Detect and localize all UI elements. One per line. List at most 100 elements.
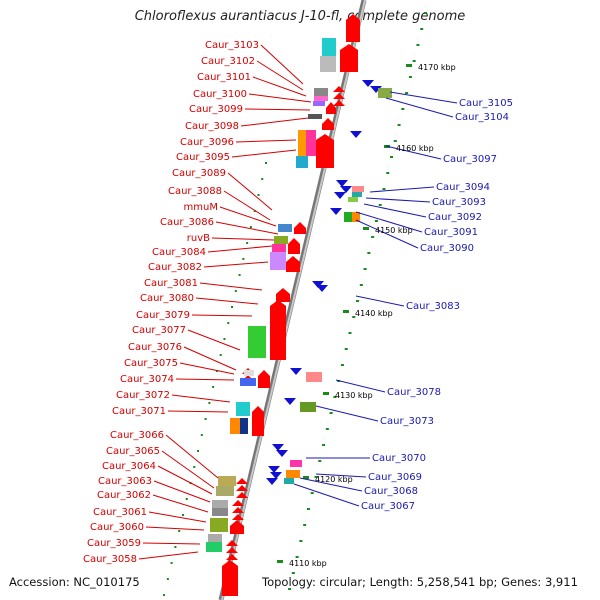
label-leader-line: [199, 282, 263, 291]
label-leader-line: [365, 197, 431, 203]
reverse-gene-label[interactable]: Caur_3083: [406, 301, 460, 312]
forward-gene-label[interactable]: Caur_3082: [148, 262, 202, 273]
label-leader-line: [175, 378, 235, 381]
forward-gene-label[interactable]: Caur_3074: [120, 374, 174, 385]
forward-gene-label[interactable]: Caur_3086: [160, 217, 214, 228]
forward-gene-label[interactable]: Caur_3080: [140, 293, 194, 304]
scale-tick: [378, 204, 382, 206]
kbp-tick: [343, 310, 349, 313]
forward-gene-chevron: [333, 93, 345, 99]
forward-gene-label[interactable]: Caur_3098: [185, 121, 239, 132]
forward-gene-arrow: [294, 222, 306, 234]
reverse-gene-label[interactable]: Caur_3073: [380, 416, 434, 427]
reverse-gene-label[interactable]: Caur_3068: [364, 486, 418, 497]
reverse-gene-label[interactable]: Caur_3105: [459, 98, 513, 109]
forward-gene-label[interactable]: Caur_3062: [97, 490, 151, 501]
forward-gene-label[interactable]: Caur_3071: [112, 406, 166, 417]
reverse-gene-label[interactable]: Caur_3067: [361, 501, 415, 512]
forward-gene-chevron: [226, 554, 238, 560]
forward-gene-label[interactable]: Caur_3089: [172, 168, 226, 179]
scale-tick: [242, 258, 245, 260]
forward-gene-label[interactable]: Caur_3060: [90, 522, 144, 533]
forward-gene-arrow: [252, 406, 264, 436]
kbp-tick: [303, 476, 309, 479]
kbp-label: 4170 kbp: [418, 63, 456, 72]
forward-gene-label[interactable]: Caur_3079: [136, 310, 190, 321]
forward-gene-label[interactable]: ruvB: [187, 233, 210, 244]
reverse-gene-label[interactable]: Caur_3094: [436, 182, 490, 193]
scale-tick: [408, 76, 412, 78]
scale-tick: [310, 492, 314, 494]
forward-gene-arrow: [230, 520, 244, 534]
scale-tick: [333, 396, 337, 398]
forward-gene-label[interactable]: Caur_3077: [132, 325, 186, 336]
reverse-gene-label[interactable]: Caur_3092: [428, 212, 482, 223]
forward-gene-arrow: [222, 560, 238, 596]
label-leader-line: [385, 145, 442, 160]
scale-tick: [223, 338, 226, 340]
forward-gene-label[interactable]: Caur_3095: [176, 152, 230, 163]
reverse-gene-label[interactable]: Caur_3078: [387, 387, 441, 398]
forward-gene-label[interactable]: Caur_3101: [197, 72, 251, 83]
scale-tick: [197, 450, 200, 452]
reverse-gene-label[interactable]: Caur_3104: [455, 112, 509, 123]
reverse-gene-label[interactable]: Caur_3097: [443, 154, 497, 165]
label-leader-line: [152, 494, 209, 513]
genome-summary-text: Topology: circular; Length: 5,258,541 bp…: [262, 575, 578, 589]
scale-tick: [382, 188, 386, 190]
label-leader-line: [252, 76, 307, 97]
forward-gene-label[interactable]: Caur_3075: [124, 358, 178, 369]
label-leader-line: [389, 91, 458, 104]
reverse-gene-label[interactable]: Caur_3069: [368, 472, 422, 483]
domain-block: [270, 252, 286, 270]
scale-tick: [416, 44, 420, 46]
reverse-gene-arrow: [268, 466, 280, 473]
domain-block: [244, 370, 254, 376]
forward-gene-label[interactable]: Caur_3100: [193, 89, 247, 100]
forward-gene-label[interactable]: Caur_3066: [110, 430, 164, 441]
forward-gene-chevron: [232, 500, 244, 506]
reverse-gene-arrow: [316, 285, 328, 292]
scale-tick: [178, 530, 181, 532]
forward-gene-label[interactable]: Caur_3072: [116, 390, 170, 401]
reverse-gene-arrow: [336, 180, 348, 187]
forward-gene-label[interactable]: Caur_3102: [201, 56, 255, 67]
scale-tick: [306, 508, 310, 510]
label-leader-line: [248, 93, 312, 103]
scale-tick: [405, 92, 409, 94]
reverse-gene-label[interactable]: Caur_3090: [420, 243, 474, 254]
kbp-label: 4140 kbp: [355, 309, 393, 318]
kbp-label: 4120 kbp: [315, 475, 353, 484]
reverse-gene-label[interactable]: Caur_3091: [424, 227, 478, 238]
reverse-gene-label[interactable]: Caur_3093: [432, 197, 486, 208]
forward-gene-label[interactable]: Caur_3059: [87, 538, 141, 549]
forward-gene-label[interactable]: Caur_3084: [152, 247, 206, 258]
forward-gene-label[interactable]: Caur_3088: [168, 186, 222, 197]
label-leader-line: [369, 186, 435, 193]
forward-gene-label[interactable]: mmuM: [184, 202, 218, 213]
label-leader-line: [227, 172, 273, 211]
forward-gene-label[interactable]: Caur_3058: [83, 554, 137, 565]
forward-gene-label[interactable]: Caur_3064: [102, 461, 156, 472]
kbp-tick: [406, 64, 412, 67]
label-leader-line: [260, 44, 304, 85]
forward-gene-label[interactable]: Caur_3099: [189, 104, 243, 115]
label-leader-line: [195, 297, 259, 305]
reverse-gene-label[interactable]: Caur_3070: [372, 453, 426, 464]
forward-gene-label[interactable]: Caur_3096: [180, 137, 234, 148]
forward-gene-label[interactable]: Caur_3076: [128, 342, 182, 353]
forward-gene-label[interactable]: Caur_3061: [93, 507, 147, 518]
label-leader-line: [315, 405, 379, 422]
label-leader-line: [231, 149, 297, 158]
forward-gene-label[interactable]: Caur_3103: [205, 40, 259, 51]
scale-tick: [163, 594, 166, 596]
forward-gene-label[interactable]: Caur_3065: [106, 446, 160, 457]
scale-tick: [412, 60, 416, 62]
scale-tick: [371, 236, 375, 238]
forward-gene-label[interactable]: Caur_3081: [144, 278, 198, 289]
forward-gene-label[interactable]: Caur_3063: [98, 476, 152, 487]
forward-gene-chevron: [226, 547, 238, 553]
reverse-gene-arrow: [362, 80, 374, 87]
label-leader-line: [223, 190, 271, 221]
